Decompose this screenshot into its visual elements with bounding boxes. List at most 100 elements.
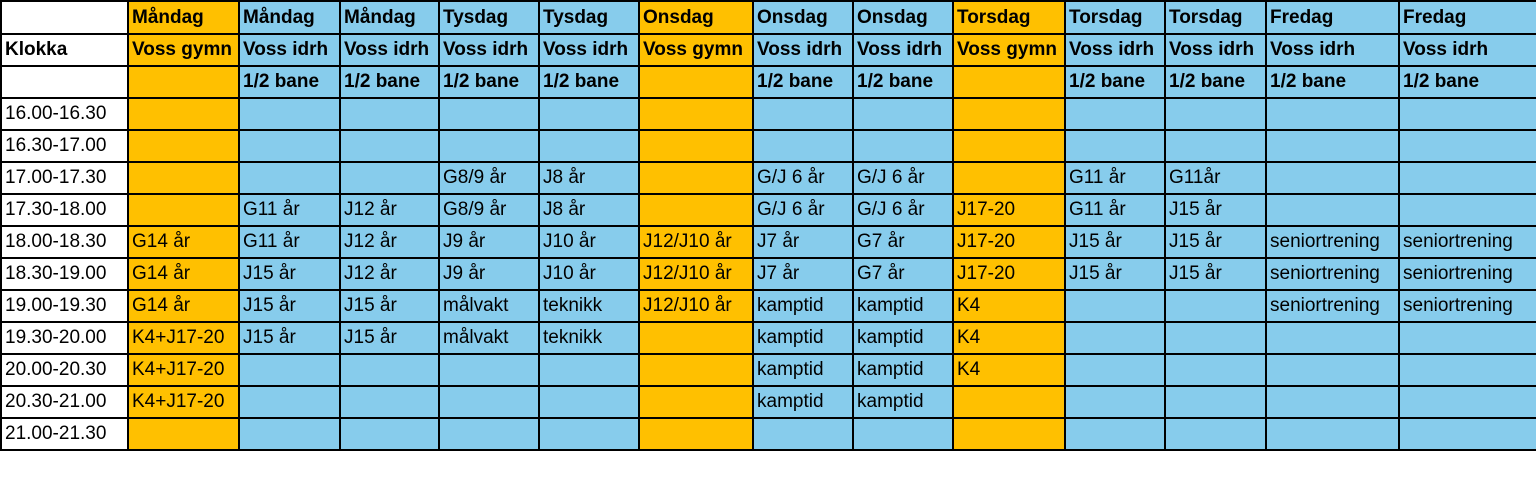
schedule-cell (852, 129, 954, 163)
schedule-cell: J17-20 (952, 225, 1066, 259)
schedule-cell (127, 161, 240, 195)
venue-header: Voss idrh (1398, 33, 1536, 67)
field-header: 1/2 bane (1164, 65, 1267, 99)
day-header: Måndag (127, 0, 240, 35)
schedule-cell (1398, 97, 1536, 131)
schedule-cell (238, 385, 341, 419)
schedule-cell: J15 år (238, 257, 341, 291)
schedule-cell (1164, 417, 1267, 451)
schedule-cell: G8/9 år (438, 193, 540, 227)
schedule-cell (238, 417, 341, 451)
schedule-cell (952, 97, 1066, 131)
venue-header: Voss idrh (438, 33, 540, 67)
venue-header: Voss idrh (852, 33, 954, 67)
schedule-cell: G11år (1164, 161, 1267, 195)
schedule-cell: J9 år (438, 257, 540, 291)
schedule-cell (339, 129, 440, 163)
schedule-cell: J15 år (1164, 193, 1267, 227)
field-header: 1/2 bane (438, 65, 540, 99)
day-header: Torsdag (952, 0, 1066, 35)
day-header: Måndag (238, 0, 341, 35)
schedule-cell (952, 161, 1066, 195)
schedule-cell: G/J 6 år (752, 193, 854, 227)
schedule-cell (1265, 129, 1400, 163)
field-header (638, 65, 754, 99)
schedule-cell: J15 år (1064, 257, 1166, 291)
time-column-label: Klokka (0, 33, 129, 67)
schedule-cell (127, 97, 240, 131)
schedule-cell (1064, 385, 1166, 419)
time-slot-row: 16.30-17.00 (0, 129, 1536, 163)
schedule-cell: J12 år (339, 257, 440, 291)
schedule-cell: seniortrening (1398, 289, 1536, 323)
schedule-cell (1398, 385, 1536, 419)
field-header (127, 65, 240, 99)
venue-header: Voss gymn (952, 33, 1066, 67)
time-slot-label: 20.30-21.00 (0, 385, 129, 419)
venue-header: Voss idrh (1265, 33, 1400, 67)
field-header: 1/2 bane (339, 65, 440, 99)
schedule-cell (1164, 353, 1267, 387)
schedule-cell: G/J 6 år (852, 161, 954, 195)
schedule-cell (1064, 417, 1166, 451)
schedule-cell: J7 år (752, 225, 854, 259)
field-header: 1/2 bane (852, 65, 954, 99)
schedule-cell (339, 353, 440, 387)
schedule-cell (339, 417, 440, 451)
schedule-cell: K4 (952, 289, 1066, 323)
time-slot-label: 18.30-19.00 (0, 257, 129, 291)
schedule-cell (752, 417, 854, 451)
schedule-cell (538, 97, 640, 131)
schedule-body: Måndag Måndag Måndag Tysdag Tysdag Onsdag Onsd… (0, 0, 1536, 451)
schedule-cell (852, 97, 954, 131)
time-slot-label: 17.30-18.00 (0, 193, 129, 227)
venue-header: Voss idrh (1164, 33, 1267, 67)
schedule-cell: J15 år (339, 289, 440, 323)
schedule-cell: kamptid (852, 385, 954, 419)
schedule-cell (1265, 321, 1400, 355)
field-header: 1/2 bane (238, 65, 341, 99)
schedule-cell (1398, 193, 1536, 227)
schedule-cell (1164, 97, 1267, 131)
schedule-cell (852, 417, 954, 451)
schedule-cell (127, 193, 240, 227)
schedule-cell (1398, 417, 1536, 451)
schedule-cell: J12 år (339, 225, 440, 259)
schedule-cell (339, 385, 440, 419)
time-slot-label: 16.30-17.00 (0, 129, 129, 163)
schedule-cell (438, 353, 540, 387)
day-header: Tysdag (438, 0, 540, 35)
field-header: 1/2 bane (538, 65, 640, 99)
day-header: Fredag (1265, 0, 1400, 35)
venue-header: Voss idrh (339, 33, 440, 67)
schedule-cell: J15 år (238, 321, 341, 355)
schedule-cell (638, 161, 754, 195)
schedule-cell: G11 år (238, 225, 341, 259)
schedule-cell (638, 353, 754, 387)
time-slot-label: 19.00-19.30 (0, 289, 129, 323)
schedule-cell: G11 år (238, 193, 341, 227)
schedule-cell (1064, 353, 1166, 387)
time-slot-label: 17.00-17.30 (0, 161, 129, 195)
header-row-fields: 1/2 bane 1/2 bane 1/2 bane 1/2 bane 1/2 bane… (0, 65, 1536, 99)
schedule-cell (238, 161, 341, 195)
schedule-cell (538, 385, 640, 419)
schedule-cell: J10 år (538, 225, 640, 259)
schedule-cell: seniortrening (1265, 289, 1400, 323)
day-header: Torsdag (1064, 0, 1166, 35)
venue-header: Voss idrh (538, 33, 640, 67)
schedule-cell: kamptid (752, 321, 854, 355)
header-row-venues: Klokka Voss gymn Voss idrh Voss idrh Voss id… (0, 33, 1536, 67)
schedule-cell: J8 år (538, 161, 640, 195)
schedule-cell (1265, 97, 1400, 131)
schedule-cell: J10 år (538, 257, 640, 291)
schedule-cell: teknikk (538, 321, 640, 355)
schedule-cell: J17-20 (952, 193, 1066, 227)
schedule-cell: K4 (952, 353, 1066, 387)
time-slot-label: 20.00-20.30 (0, 353, 129, 387)
field-header: 1/2 bane (1064, 65, 1166, 99)
time-slot-label: 18.00-18.30 (0, 225, 129, 259)
schedule-cell (1398, 321, 1536, 355)
schedule-cell (1164, 321, 1267, 355)
schedule-cell (1265, 193, 1400, 227)
